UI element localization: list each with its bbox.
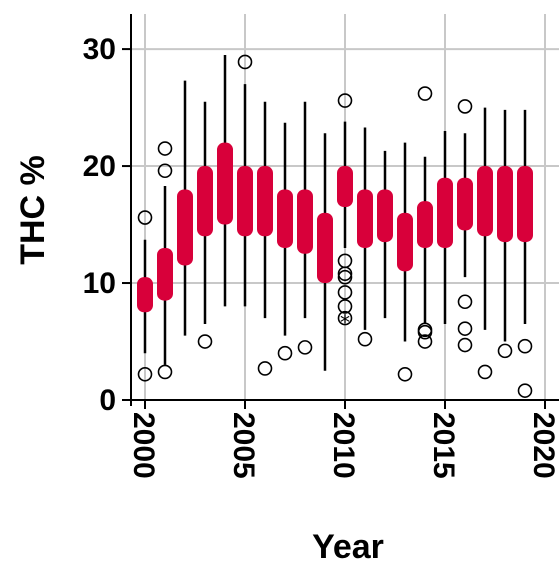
outlier-2011-0	[357, 331, 373, 347]
outlier-2001-2	[157, 141, 173, 156]
x-tick-labels: 2000 2005 2010 2015 2020	[127, 412, 559, 479]
box-2014	[417, 201, 433, 248]
outlier-2010-2	[337, 285, 353, 300]
box-2000	[137, 277, 153, 313]
outlier-2019-0	[517, 383, 533, 398]
outlier-2000-1	[137, 210, 153, 225]
box-2011	[357, 189, 373, 248]
axes	[122, 14, 559, 409]
box-2001	[157, 247, 173, 301]
outlier-2007-0	[277, 345, 293, 361]
box-2008	[297, 189, 313, 254]
box-2002	[177, 189, 193, 266]
outlier-2000-0	[137, 366, 153, 382]
y-tick-label-10: 10	[83, 267, 116, 300]
box-2015	[437, 177, 453, 248]
outliers: *	[137, 54, 533, 398]
outlier-2019-1	[517, 338, 533, 354]
outlier-2014-3	[417, 86, 433, 101]
x-tick-label-2020: 2020	[527, 412, 559, 479]
x-tick-label-2005: 2005	[227, 412, 260, 479]
extreme-marker-2010-0: *	[340, 310, 350, 334]
outlier-2001-1	[157, 163, 173, 179]
outlier-2016-3	[457, 99, 473, 114]
x-axis-title: Year	[312, 528, 384, 562]
outlier-2010-3	[337, 269, 353, 285]
outlier-2003-0	[197, 334, 213, 349]
box-2005	[237, 166, 253, 237]
x-tick-label-2015: 2015	[427, 412, 460, 479]
box-2007	[277, 189, 293, 248]
box-2009	[317, 212, 333, 284]
box-2019	[517, 166, 533, 243]
box-2018	[497, 166, 513, 243]
outlier-2014-0	[417, 334, 433, 349]
outlier-2005-0	[237, 54, 253, 70]
outlier-2010-5	[337, 253, 353, 269]
boxes	[137, 142, 533, 313]
outlier-2008-0	[297, 340, 313, 355]
box-2012	[377, 189, 393, 243]
outlier-2017-0	[477, 364, 493, 380]
outlier-2010-1	[337, 299, 353, 314]
box-2006	[257, 166, 273, 237]
box-2010	[337, 166, 353, 207]
box-2003	[197, 166, 213, 237]
x-tick-label-2010: 2010	[327, 412, 360, 479]
y-tick-label-20: 20	[83, 150, 116, 183]
outlier-2010-6	[337, 93, 353, 108]
outlier-2016-1	[457, 321, 473, 336]
box-2004	[217, 142, 233, 225]
y-tick-label-30: 30	[83, 33, 116, 66]
outlier-2013-0	[397, 366, 413, 382]
outlier-2018-0	[497, 343, 513, 359]
outlier-2016-0	[457, 337, 473, 353]
y-tick-label-0: 0	[99, 384, 116, 417]
box-2013	[397, 212, 413, 272]
x-tick-label-2000: 2000	[127, 412, 160, 479]
outlier-2016-2	[457, 294, 473, 310]
y-tick-labels: 0 10 20 30	[83, 33, 116, 417]
box-2017	[477, 166, 493, 237]
outlier-2010-0	[337, 310, 353, 326]
outlier-2001-0	[157, 364, 173, 380]
y-axis-title: THC %	[14, 155, 52, 265]
box-2016	[457, 177, 473, 231]
outlier-2014-2	[417, 322, 433, 338]
outlier-2006-0	[257, 361, 273, 376]
